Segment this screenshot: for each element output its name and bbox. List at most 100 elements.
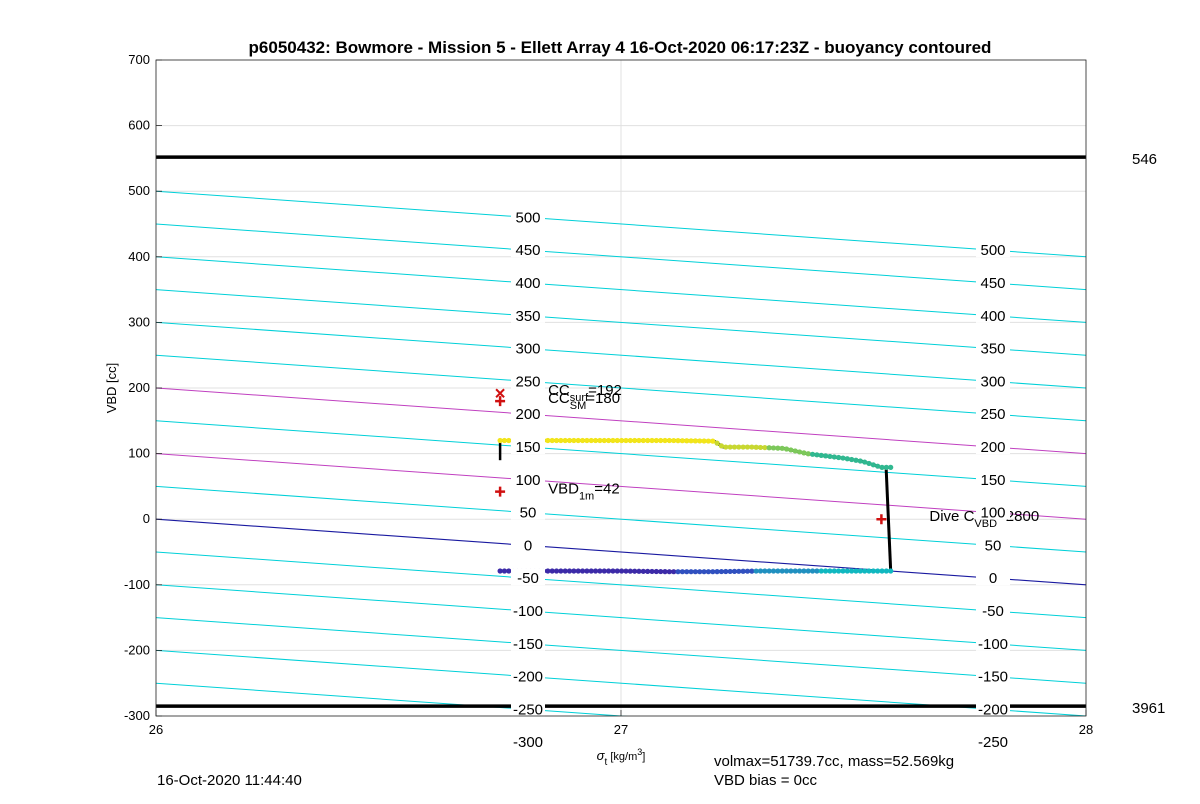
profile-point: [584, 437, 590, 444]
profile-point: [571, 437, 577, 444]
profile-point: [866, 568, 872, 574]
profile-point: [866, 460, 872, 467]
profile-point: [749, 444, 755, 450]
profile-point: [744, 444, 751, 450]
x-tick-label: 26: [149, 722, 163, 737]
contour-line: [156, 223, 1086, 291]
profile-point: [640, 568, 646, 574]
limit-line-label: 546: [1132, 151, 1157, 168]
profile-point: [875, 568, 881, 574]
contour-line: [156, 289, 1086, 356]
profile-point: [645, 437, 651, 444]
profile-point: [888, 464, 894, 470]
contour-label: 450: [515, 242, 540, 259]
contour-line: [156, 551, 1086, 619]
contour-label: 300: [980, 373, 1005, 390]
profile-point: [818, 452, 824, 458]
profile-point: [809, 451, 816, 457]
profile-point: [575, 568, 581, 574]
contour-line: [156, 682, 629, 716]
profile-point: [566, 568, 573, 574]
profile-point: [862, 568, 868, 574]
profile-point: [592, 568, 599, 574]
contour-label: -100: [513, 603, 543, 620]
profile-point: [879, 464, 885, 470]
contour-label-bg: [511, 305, 545, 323]
vbd-profile: [497, 437, 894, 575]
profile-point: [740, 444, 746, 450]
contour-label-bg: [976, 568, 1010, 586]
contour-label: 400: [980, 308, 1005, 325]
contour-label: 0: [524, 537, 532, 554]
contour-label: 250: [980, 406, 1005, 423]
profile-point: [688, 569, 694, 575]
depth-limit-lines: 546 3961: [156, 151, 1165, 717]
contour-line: [156, 190, 1086, 258]
profile-point: [731, 568, 738, 574]
marker-plus: [495, 396, 506, 407]
profile-point: [640, 437, 646, 444]
marker-label: CCSM=180: [548, 390, 620, 412]
profile-point: [714, 440, 720, 446]
marker-x: [495, 388, 505, 398]
profile-point: [788, 447, 794, 453]
contour-label: 150: [515, 439, 540, 456]
contour-line: [156, 617, 1086, 684]
profile-point: [627, 568, 633, 574]
contour-line: [156, 387, 1086, 455]
profile-point: [823, 453, 829, 459]
contour-label: -200: [978, 701, 1008, 718]
contour-line: [156, 518, 1086, 586]
profile-point: [610, 437, 616, 444]
profile-point: [579, 437, 586, 444]
contour-label-bg: [511, 469, 545, 487]
y-axis-label: VBD [cc]: [104, 363, 119, 414]
profile-point: [566, 437, 573, 444]
profile-point: [870, 568, 876, 574]
footer-timestamp: 16-Oct-2020 11:44:40: [157, 772, 302, 789]
profile-point: [666, 437, 672, 444]
profile-point: [849, 456, 855, 463]
marker-label: VBD1m=42: [548, 481, 620, 503]
contour-label: -150: [513, 636, 543, 653]
y-tick-label: 200: [128, 380, 150, 395]
profile-point: [796, 568, 803, 574]
contour-label-bg: [511, 666, 545, 684]
profile-point: [831, 454, 837, 460]
profile-point: [592, 437, 599, 444]
profile-point: [658, 437, 664, 444]
profile-point: [827, 453, 833, 460]
profile-point: [662, 569, 668, 575]
profile-point: [823, 568, 829, 574]
profile-point: [736, 568, 742, 574]
contour-label: 500: [980, 242, 1005, 259]
contour-label-bg: [976, 437, 1010, 455]
contour-label: 100: [980, 505, 1005, 522]
contour-label: -150: [978, 669, 1008, 686]
profile-point: [558, 437, 564, 444]
chart-title: p6050432: Bowmore - Mission 5 - Ellett A…: [249, 38, 992, 57]
profile-point: [684, 438, 690, 444]
profile-point: [705, 569, 712, 575]
contour-label-bg: [976, 338, 1010, 356]
contour-label: 400: [515, 275, 540, 292]
profile-point: [762, 568, 768, 574]
y-tick-label: 100: [128, 446, 150, 461]
profile-point: [805, 451, 811, 457]
contour-label-bg: [511, 502, 545, 520]
profile-point: [827, 568, 833, 574]
y-tick-label: -200: [124, 642, 150, 657]
contour-label: 500: [515, 209, 540, 226]
profile-point: [653, 568, 659, 575]
contour-label: 0: [989, 570, 997, 587]
profile-point: [853, 568, 859, 574]
profile-point: [562, 437, 568, 444]
contour-label-bg: [511, 404, 545, 422]
profile-point: [671, 569, 677, 575]
contour-label-bg: [976, 666, 1010, 684]
profile-point: [601, 568, 607, 574]
profile-point: [857, 458, 863, 464]
contour-label-bg: [511, 273, 545, 291]
marker-plus: [876, 514, 887, 525]
contour-label-bg: [511, 699, 545, 717]
